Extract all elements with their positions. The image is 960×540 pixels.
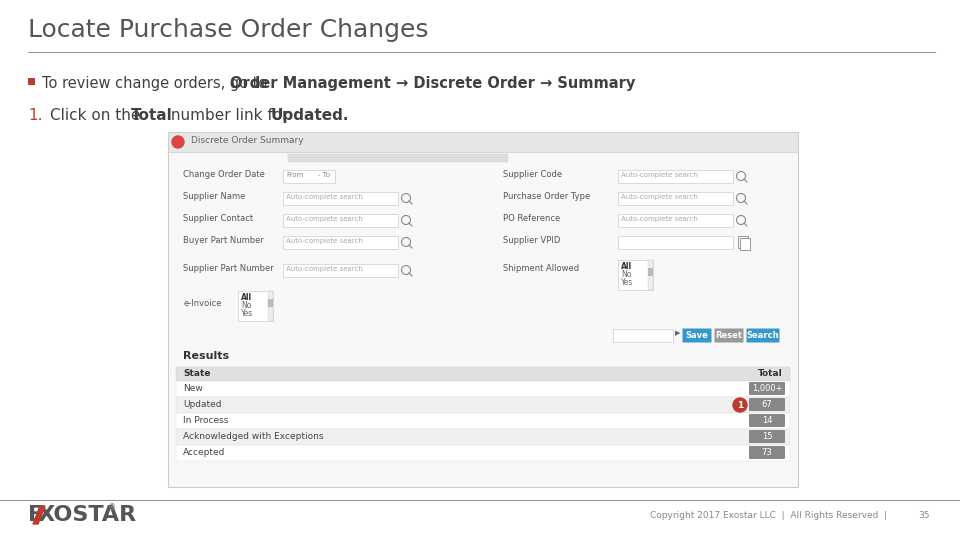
Text: 1: 1 [737, 401, 743, 409]
Circle shape [172, 136, 184, 148]
Text: 1,000+: 1,000+ [752, 384, 782, 393]
Text: Accepted: Accepted [183, 448, 226, 457]
Bar [740, 238, 750, 250]
Text: number link for: number link for [166, 108, 293, 123]
Text: State: State [183, 369, 210, 378]
Text: Auto-complete search: Auto-complete search [286, 216, 363, 222]
Text: PO Reference: PO Reference [503, 214, 561, 223]
Bar [28, 78, 35, 85]
Bar [648, 268, 653, 276]
Text: Purchase Order Type: Purchase Order Type [503, 192, 590, 201]
FancyBboxPatch shape [749, 382, 785, 395]
Text: Auto-complete search: Auto-complete search [621, 194, 698, 200]
Bar [283, 264, 398, 277]
Text: Supplier Name: Supplier Name [183, 192, 246, 201]
Bar [613, 329, 673, 342]
Circle shape [733, 398, 747, 412]
Bar [618, 214, 733, 227]
Bar [288, 154, 508, 162]
Text: 14: 14 [761, 416, 772, 425]
Text: Discrete Order Summary: Discrete Order Summary [191, 136, 303, 145]
Bar [618, 192, 733, 205]
Text: ▶: ▶ [675, 330, 681, 336]
Text: Save: Save [685, 331, 708, 340]
Text: All: All [241, 293, 252, 302]
Text: 15: 15 [761, 432, 772, 441]
Text: Supplier Contact: Supplier Contact [183, 214, 253, 223]
Text: Yes: Yes [621, 278, 634, 287]
Text: Click on the: Click on the [50, 108, 145, 123]
Text: e-Invoice: e-Invoice [183, 299, 222, 308]
Bar [176, 381, 790, 397]
Text: No: No [241, 301, 252, 310]
Bar [738, 236, 748, 248]
FancyBboxPatch shape [749, 398, 785, 411]
Bar [618, 236, 733, 249]
Text: - To: - To [318, 172, 330, 178]
Text: From: From [286, 172, 303, 178]
Bar [176, 413, 790, 429]
Text: No: No [621, 270, 632, 279]
Bar [176, 445, 790, 461]
Bar [268, 299, 273, 307]
Bar [168, 132, 798, 487]
Text: Auto-complete search: Auto-complete search [621, 172, 698, 178]
Text: Yes: Yes [241, 309, 253, 318]
Text: Results: Results [183, 351, 229, 361]
Text: Auto-complete search: Auto-complete search [621, 216, 698, 222]
Text: Total: Total [131, 108, 173, 123]
Bar [176, 429, 790, 445]
Text: 35: 35 [919, 510, 930, 519]
Text: Order Management → Discrete Order → Summary: Order Management → Discrete Order → Summ… [229, 76, 635, 91]
Text: Updated: Updated [183, 400, 222, 409]
Text: 73: 73 [761, 448, 773, 457]
Text: Supplier Part Number: Supplier Part Number [183, 264, 274, 273]
Bar [168, 132, 798, 152]
FancyBboxPatch shape [714, 328, 743, 342]
FancyBboxPatch shape [749, 430, 785, 443]
Bar [238, 291, 273, 321]
Text: All: All [621, 262, 632, 271]
Text: E: E [28, 505, 43, 525]
Text: Copyright 2017 Exostar LLC  |  All Rights Reserved  |: Copyright 2017 Exostar LLC | All Rights … [650, 510, 887, 519]
Text: 1.: 1. [28, 108, 42, 123]
Text: To review change orders, go to: To review change orders, go to [42, 76, 272, 91]
FancyBboxPatch shape [749, 446, 785, 459]
Text: Shipment Allowed: Shipment Allowed [503, 264, 579, 273]
Text: XOSTAR: XOSTAR [38, 505, 137, 525]
Text: Reset: Reset [715, 331, 742, 340]
Bar [176, 367, 790, 381]
Bar [283, 170, 335, 183]
FancyBboxPatch shape [747, 328, 780, 342]
Text: Auto-complete search: Auto-complete search [286, 238, 363, 244]
Text: Updated.: Updated. [271, 108, 349, 123]
Text: In Process: In Process [183, 416, 228, 425]
FancyBboxPatch shape [683, 328, 711, 342]
Text: Auto-complete search: Auto-complete search [286, 194, 363, 200]
Text: 67: 67 [761, 400, 773, 409]
Text: Supplier VPID: Supplier VPID [503, 236, 561, 245]
FancyBboxPatch shape [749, 414, 785, 427]
Polygon shape [33, 506, 45, 524]
Bar [618, 170, 733, 183]
Bar [283, 236, 398, 249]
Bar [283, 214, 398, 227]
Text: Search: Search [747, 331, 780, 340]
Bar [618, 260, 653, 290]
Text: ®: ® [108, 503, 116, 512]
Text: Buyer Part Number: Buyer Part Number [183, 236, 264, 245]
Bar [648, 260, 653, 290]
Text: Change Order Date: Change Order Date [183, 170, 265, 179]
Text: Supplier Code: Supplier Code [503, 170, 563, 179]
Text: Acknowledged with Exceptions: Acknowledged with Exceptions [183, 432, 324, 441]
Text: New: New [183, 384, 203, 393]
Bar [176, 397, 790, 413]
Bar [268, 291, 273, 321]
Text: Locate Purchase Order Changes: Locate Purchase Order Changes [28, 18, 428, 42]
Text: Auto-complete search: Auto-complete search [286, 266, 363, 272]
Text: Total: Total [758, 369, 783, 378]
Bar [283, 192, 398, 205]
